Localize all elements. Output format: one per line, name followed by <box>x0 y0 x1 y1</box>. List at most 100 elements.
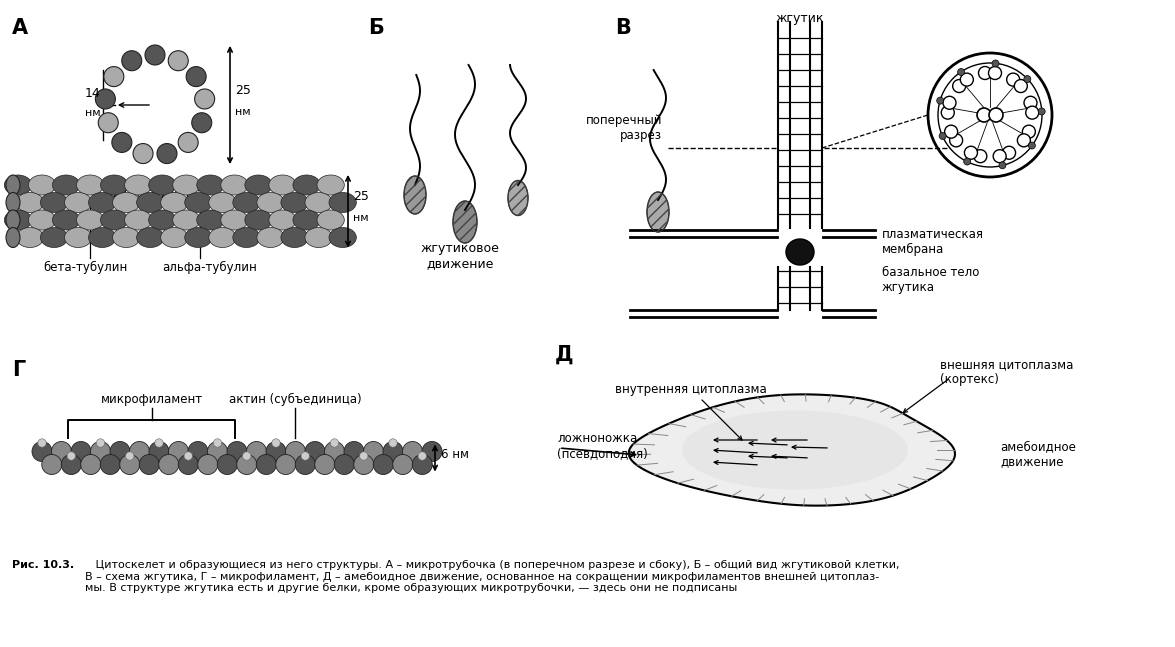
Ellipse shape <box>113 193 140 212</box>
Ellipse shape <box>76 175 103 195</box>
Text: А: А <box>12 18 28 38</box>
Ellipse shape <box>28 210 55 230</box>
Circle shape <box>334 454 354 474</box>
Circle shape <box>936 97 944 104</box>
Circle shape <box>52 441 72 461</box>
Circle shape <box>1023 96 1038 109</box>
Circle shape <box>159 454 179 474</box>
Ellipse shape <box>209 228 236 248</box>
Text: жгутик: жгутик <box>776 12 824 25</box>
Ellipse shape <box>161 193 188 212</box>
Circle shape <box>227 441 247 461</box>
Circle shape <box>941 106 954 119</box>
Circle shape <box>944 96 956 109</box>
Ellipse shape <box>306 228 333 248</box>
Circle shape <box>168 441 188 461</box>
Circle shape <box>110 441 130 461</box>
Circle shape <box>1022 125 1035 138</box>
Circle shape <box>186 67 206 87</box>
Ellipse shape <box>65 193 92 212</box>
Ellipse shape <box>196 175 224 195</box>
Ellipse shape <box>269 210 296 230</box>
Ellipse shape <box>221 175 248 195</box>
Circle shape <box>96 439 105 447</box>
Circle shape <box>422 441 442 461</box>
Circle shape <box>149 441 169 461</box>
Ellipse shape <box>786 239 814 265</box>
Circle shape <box>1014 80 1027 93</box>
Ellipse shape <box>233 228 260 248</box>
Circle shape <box>412 454 432 474</box>
Circle shape <box>247 441 267 461</box>
Text: Рис. 10.3.: Рис. 10.3. <box>12 560 74 570</box>
Circle shape <box>976 108 991 122</box>
Circle shape <box>168 50 188 71</box>
Circle shape <box>140 454 160 474</box>
Ellipse shape <box>136 228 165 248</box>
Ellipse shape <box>173 210 200 230</box>
Ellipse shape <box>306 193 333 212</box>
Ellipse shape <box>101 175 128 195</box>
Circle shape <box>70 441 90 461</box>
Circle shape <box>95 89 115 109</box>
Ellipse shape <box>293 210 321 230</box>
Text: Цитоскелет и образующиеся из него структуры. А – микротрубочка (в поперечном раз: Цитоскелет и образующиеся из него структ… <box>85 560 900 593</box>
Circle shape <box>32 441 52 461</box>
Text: Г: Г <box>12 360 25 380</box>
Circle shape <box>354 454 374 474</box>
Circle shape <box>67 452 75 460</box>
Text: бета-тубулин: бета-тубулин <box>42 261 127 274</box>
Ellipse shape <box>317 210 344 230</box>
Circle shape <box>403 441 423 461</box>
Circle shape <box>184 452 193 460</box>
Ellipse shape <box>113 228 140 248</box>
Circle shape <box>945 125 958 138</box>
Circle shape <box>120 454 140 474</box>
Ellipse shape <box>76 210 103 230</box>
Text: микрофиламент: микрофиламент <box>100 393 202 406</box>
Circle shape <box>992 60 999 67</box>
Ellipse shape <box>454 201 477 243</box>
Circle shape <box>988 67 1001 80</box>
Ellipse shape <box>293 175 321 195</box>
Circle shape <box>100 454 120 474</box>
Ellipse shape <box>329 228 356 248</box>
Ellipse shape <box>16 193 43 212</box>
Circle shape <box>99 113 119 133</box>
Ellipse shape <box>53 210 80 230</box>
Circle shape <box>1002 146 1015 159</box>
Ellipse shape <box>173 175 200 195</box>
Circle shape <box>38 439 46 447</box>
Circle shape <box>315 454 335 474</box>
Circle shape <box>939 133 946 140</box>
Ellipse shape <box>88 228 116 248</box>
Circle shape <box>236 454 257 474</box>
Ellipse shape <box>221 210 248 230</box>
Ellipse shape <box>196 210 224 230</box>
Ellipse shape <box>40 228 68 248</box>
Circle shape <box>1026 106 1039 119</box>
Circle shape <box>208 441 228 461</box>
Text: амебоидное
движение: амебоидное движение <box>1000 440 1076 468</box>
Circle shape <box>383 441 403 461</box>
Text: внутренняя цитоплазма: внутренняя цитоплазма <box>615 383 767 396</box>
Ellipse shape <box>101 210 128 230</box>
Ellipse shape <box>16 228 43 248</box>
Ellipse shape <box>233 193 260 212</box>
Text: нм: нм <box>85 108 101 118</box>
Circle shape <box>330 439 338 447</box>
Ellipse shape <box>257 228 284 248</box>
Circle shape <box>42 454 62 474</box>
Polygon shape <box>682 410 908 490</box>
Circle shape <box>217 454 237 474</box>
Ellipse shape <box>40 193 68 212</box>
Ellipse shape <box>6 193 20 212</box>
Ellipse shape <box>6 228 20 248</box>
Circle shape <box>126 452 134 460</box>
Circle shape <box>1007 73 1020 86</box>
Ellipse shape <box>329 193 356 212</box>
Ellipse shape <box>149 210 176 230</box>
Circle shape <box>122 50 142 71</box>
Text: актин (субъединица): актин (субъединица) <box>229 393 362 406</box>
Circle shape <box>197 454 217 474</box>
